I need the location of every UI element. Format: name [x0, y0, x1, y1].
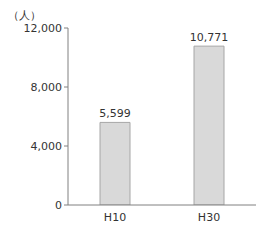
svg-text:10,771: 10,771 [190, 31, 229, 44]
svg-text:12,000: 12,000 [24, 22, 63, 35]
svg-text:8,000: 8,000 [31, 81, 63, 94]
svg-text:0: 0 [55, 199, 62, 212]
svg-text:4,000: 4,000 [31, 140, 63, 153]
svg-text:H30: H30 [198, 211, 220, 224]
svg-text:H10: H10 [104, 211, 126, 224]
svg-text:5,599: 5,599 [99, 107, 131, 120]
html-text:（人）: （人） [8, 9, 41, 22]
